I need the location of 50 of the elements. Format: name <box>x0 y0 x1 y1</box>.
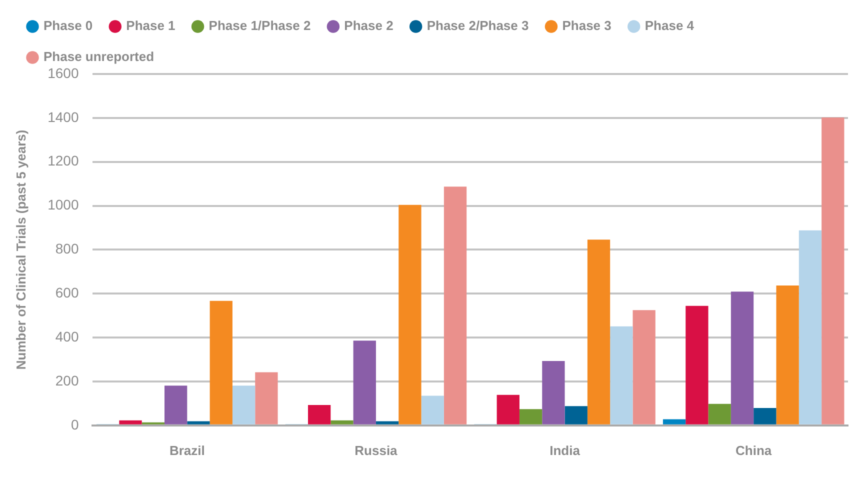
bar <box>587 240 610 424</box>
y-tick-label: 1600 <box>48 64 79 81</box>
legend-label: Phase 0 <box>44 18 93 34</box>
legend-label: Phase unreported <box>44 49 154 64</box>
legend-label: Phase 3 <box>562 18 612 34</box>
bar <box>730 292 754 424</box>
bar <box>496 394 520 424</box>
y-tick-label: 1400 <box>48 108 79 125</box>
x-tick-label: Brazil <box>169 442 205 458</box>
bar <box>564 406 588 424</box>
x-tick-label: Russia <box>354 442 398 458</box>
x-tick-label: China <box>736 442 772 458</box>
bar <box>754 408 776 424</box>
bar <box>164 386 188 424</box>
y-tick-label: 600 <box>55 284 79 300</box>
legend-label: Phase 2 <box>344 18 394 34</box>
bar <box>686 306 708 424</box>
bar <box>308 404 331 424</box>
legend-label: Phase 1/Phase 2 <box>208 18 311 34</box>
bar <box>610 326 633 424</box>
bar <box>776 286 799 424</box>
bar <box>632 310 656 424</box>
y-tick-label: 1000 <box>48 196 79 213</box>
bar <box>376 421 399 424</box>
y-tick-label: 0 <box>70 416 79 432</box>
bar <box>210 300 232 424</box>
bar <box>187 421 210 424</box>
bar <box>444 186 467 424</box>
bar <box>330 420 354 424</box>
bar <box>119 420 142 424</box>
y-tick-label: 800 <box>55 240 79 257</box>
legend-label: Phase 2/Phase 3 <box>426 18 529 34</box>
bar <box>398 204 422 424</box>
bar <box>232 386 256 424</box>
bar <box>542 361 565 424</box>
y-tick-label: 200 <box>55 372 79 388</box>
legend-label: Phase 1 <box>126 18 176 34</box>
bar <box>822 117 844 424</box>
y-tick-label: 1200 <box>48 152 79 169</box>
bar <box>519 409 542 424</box>
bar <box>798 230 822 424</box>
bar <box>421 396 444 424</box>
y-axis-title: Number of Clinical Trials (past 5 years) <box>13 130 28 370</box>
bar <box>662 419 686 424</box>
x-tick-label: India <box>550 442 581 458</box>
legend-label: Phase 4 <box>644 18 695 34</box>
y-tick-label: 400 <box>55 328 79 344</box>
bar <box>708 404 731 424</box>
bar <box>353 340 376 424</box>
bar <box>255 372 278 424</box>
